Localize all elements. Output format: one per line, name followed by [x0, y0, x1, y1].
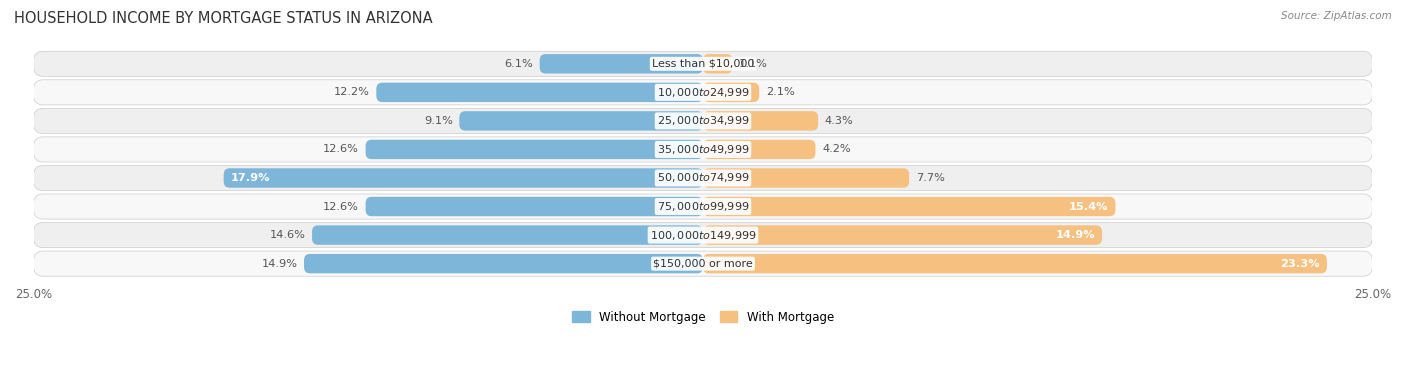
Text: Less than $10,000: Less than $10,000	[652, 59, 754, 69]
FancyBboxPatch shape	[703, 225, 1102, 245]
Text: 12.6%: 12.6%	[323, 201, 359, 212]
FancyBboxPatch shape	[304, 254, 703, 273]
Text: 9.1%: 9.1%	[423, 116, 453, 126]
Text: 23.3%: 23.3%	[1281, 259, 1320, 269]
Text: HOUSEHOLD INCOME BY MORTGAGE STATUS IN ARIZONA: HOUSEHOLD INCOME BY MORTGAGE STATUS IN A…	[14, 11, 433, 26]
FancyBboxPatch shape	[34, 108, 1372, 133]
FancyBboxPatch shape	[312, 225, 703, 245]
Text: 14.6%: 14.6%	[270, 230, 305, 240]
FancyBboxPatch shape	[366, 197, 703, 216]
Text: 14.9%: 14.9%	[1056, 230, 1095, 240]
FancyBboxPatch shape	[703, 140, 815, 159]
Legend: Without Mortgage, With Mortgage: Without Mortgage, With Mortgage	[567, 306, 839, 328]
Text: Source: ZipAtlas.com: Source: ZipAtlas.com	[1281, 11, 1392, 21]
Text: $50,000 to $74,999: $50,000 to $74,999	[657, 172, 749, 184]
FancyBboxPatch shape	[703, 197, 1115, 216]
Text: 12.6%: 12.6%	[323, 144, 359, 155]
Text: 12.2%: 12.2%	[333, 87, 370, 98]
FancyBboxPatch shape	[703, 254, 1327, 273]
Text: $35,000 to $49,999: $35,000 to $49,999	[657, 143, 749, 156]
Text: $75,000 to $99,999: $75,000 to $99,999	[657, 200, 749, 213]
Text: $25,000 to $34,999: $25,000 to $34,999	[657, 115, 749, 127]
FancyBboxPatch shape	[703, 111, 818, 130]
FancyBboxPatch shape	[34, 51, 1372, 76]
Text: 7.7%: 7.7%	[915, 173, 945, 183]
FancyBboxPatch shape	[34, 251, 1372, 276]
Text: 2.1%: 2.1%	[766, 87, 794, 98]
Text: 4.2%: 4.2%	[823, 144, 851, 155]
FancyBboxPatch shape	[703, 168, 910, 188]
FancyBboxPatch shape	[34, 137, 1372, 162]
FancyBboxPatch shape	[703, 83, 759, 102]
FancyBboxPatch shape	[34, 194, 1372, 219]
Text: 4.3%: 4.3%	[825, 116, 853, 126]
Text: 17.9%: 17.9%	[231, 173, 270, 183]
FancyBboxPatch shape	[34, 223, 1372, 248]
Text: 1.1%: 1.1%	[740, 59, 768, 69]
FancyBboxPatch shape	[703, 54, 733, 73]
Text: 6.1%: 6.1%	[505, 59, 533, 69]
Text: 14.9%: 14.9%	[262, 259, 297, 269]
FancyBboxPatch shape	[34, 80, 1372, 105]
Text: $10,000 to $24,999: $10,000 to $24,999	[657, 86, 749, 99]
FancyBboxPatch shape	[224, 168, 703, 188]
Text: $100,000 to $149,999: $100,000 to $149,999	[650, 229, 756, 242]
Text: 15.4%: 15.4%	[1069, 201, 1109, 212]
FancyBboxPatch shape	[460, 111, 703, 130]
FancyBboxPatch shape	[366, 140, 703, 159]
FancyBboxPatch shape	[34, 166, 1372, 191]
FancyBboxPatch shape	[377, 83, 703, 102]
FancyBboxPatch shape	[540, 54, 703, 73]
Text: $150,000 or more: $150,000 or more	[654, 259, 752, 269]
